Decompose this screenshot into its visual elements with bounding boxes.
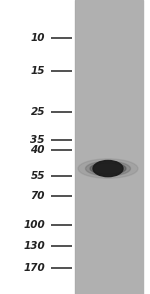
Text: 10: 10 — [30, 33, 45, 43]
Bar — [75, 0, 142, 294]
Text: 100: 100 — [23, 220, 45, 230]
Text: 40: 40 — [30, 146, 45, 156]
Ellipse shape — [85, 161, 130, 176]
Text: 25: 25 — [30, 107, 45, 117]
Text: 130: 130 — [23, 241, 45, 251]
Text: 170: 170 — [23, 263, 45, 273]
Text: 70: 70 — [30, 191, 45, 201]
Ellipse shape — [78, 159, 138, 178]
Text: 35: 35 — [30, 135, 45, 145]
Ellipse shape — [93, 161, 123, 177]
Ellipse shape — [90, 163, 126, 174]
Text: 15: 15 — [30, 66, 45, 76]
Text: 55: 55 — [30, 171, 45, 181]
